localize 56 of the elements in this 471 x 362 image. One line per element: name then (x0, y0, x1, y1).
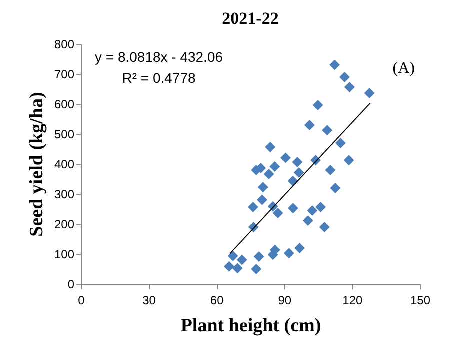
point (248, 202, 258, 212)
annotation: (A) (392, 60, 415, 77)
point (330, 183, 341, 194)
point (228, 250, 238, 262)
point (302, 215, 314, 226)
point (316, 202, 326, 212)
point (319, 222, 330, 233)
point (251, 264, 262, 275)
point (280, 152, 291, 164)
point (322, 125, 333, 136)
point (265, 142, 276, 152)
x-tick-label: 90 (278, 294, 292, 308)
point (294, 243, 306, 254)
point (284, 248, 294, 259)
y-tick-label: 400 (54, 158, 75, 172)
y-axis-title: Seed yield (kg/ha) (26, 92, 48, 237)
point (254, 251, 264, 262)
point (312, 100, 324, 110)
point (270, 161, 280, 172)
point (364, 88, 375, 98)
y-tick-label: 100 (54, 248, 75, 262)
x-tick-label: 150 (410, 294, 431, 308)
y-tick-label: 0 (68, 278, 75, 292)
point (330, 60, 340, 70)
x-axis-title: Plant height (cm) (180, 316, 322, 336)
y-tick-label: 800 (54, 38, 75, 52)
point (232, 263, 243, 274)
point (258, 182, 268, 193)
y-tick-label: 200 (54, 218, 75, 232)
point (292, 156, 303, 168)
x-tick-label: 0 (78, 294, 86, 308)
point (304, 120, 315, 131)
y-tick-label: 300 (54, 188, 75, 202)
point (335, 138, 346, 149)
point (264, 168, 274, 180)
point (272, 208, 284, 218)
point (325, 165, 336, 176)
point (288, 203, 298, 214)
point (236, 254, 248, 266)
point (224, 261, 234, 272)
annotation: R² = 0.4778 (122, 70, 196, 86)
point (344, 155, 354, 166)
chart-title: 2021-22 (222, 9, 279, 28)
x-tick-label: 30 (142, 294, 156, 308)
point (344, 82, 355, 92)
point (294, 167, 304, 178)
point (307, 206, 318, 216)
y-tick-label: 600 (54, 98, 75, 112)
point (288, 176, 298, 186)
annotation: y = 8.0818x - 432.06 (94, 49, 224, 65)
x-tick-label: 60 (210, 294, 224, 308)
point (340, 72, 350, 83)
y-tick-label: 700 (54, 68, 75, 82)
y-tick-label: 500 (54, 128, 75, 142)
point (257, 194, 268, 206)
x-tick-label: 120 (342, 294, 364, 308)
